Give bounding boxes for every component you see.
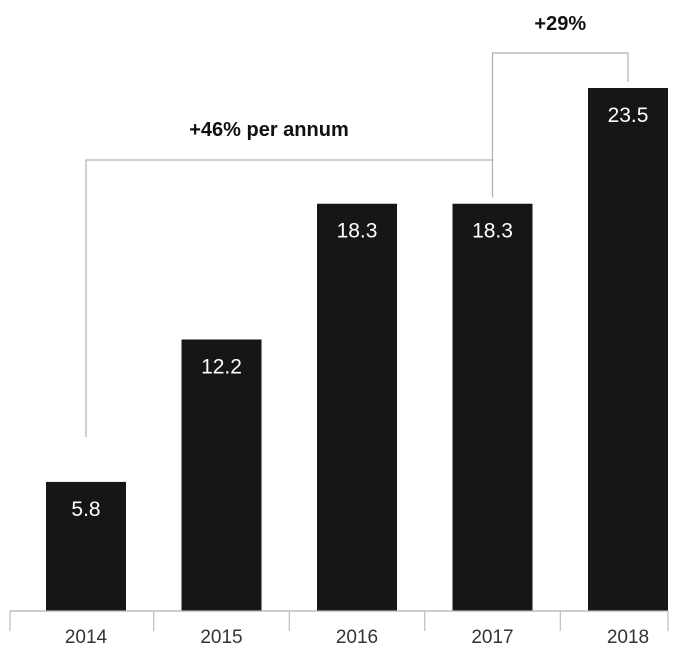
annotation-46-percent-per-annum: +46% per annum [189,119,349,141]
bar-value-label-2018: 23.5 [608,104,649,127]
x-tick-label-2018: 2018 [607,627,649,648]
bar-2016 [317,203,397,611]
bar-2015 [181,339,262,611]
bar-2014 [46,481,126,611]
bars-layer: 5.8 12.2 18.3 18.3 23.5 [46,88,668,611]
x-axis: 2014 2015 2016 2017 2018 [9,610,669,648]
x-tick-label-2017: 2017 [471,627,513,648]
bar-2017 [452,203,533,611]
bar-value-label-2017: 18.3 [472,220,513,243]
bar-value-label-2016: 18.3 [337,220,378,243]
annotation-29-percent: +29% [534,13,586,35]
bar-value-label-2015: 12.2 [201,355,242,378]
bar-value-label-2014: 5.8 [71,498,100,521]
annotation-bracket-29-percent [491,52,629,160]
x-tick-label-2016: 2016 [336,627,378,648]
annotation-bracket-46-percent [85,159,494,437]
x-tick-label-2014: 2014 [65,627,108,648]
bar-2018 [588,88,668,611]
x-tick-label-2015: 2015 [200,627,242,648]
annotations: +46% per annum +29% [85,13,629,437]
